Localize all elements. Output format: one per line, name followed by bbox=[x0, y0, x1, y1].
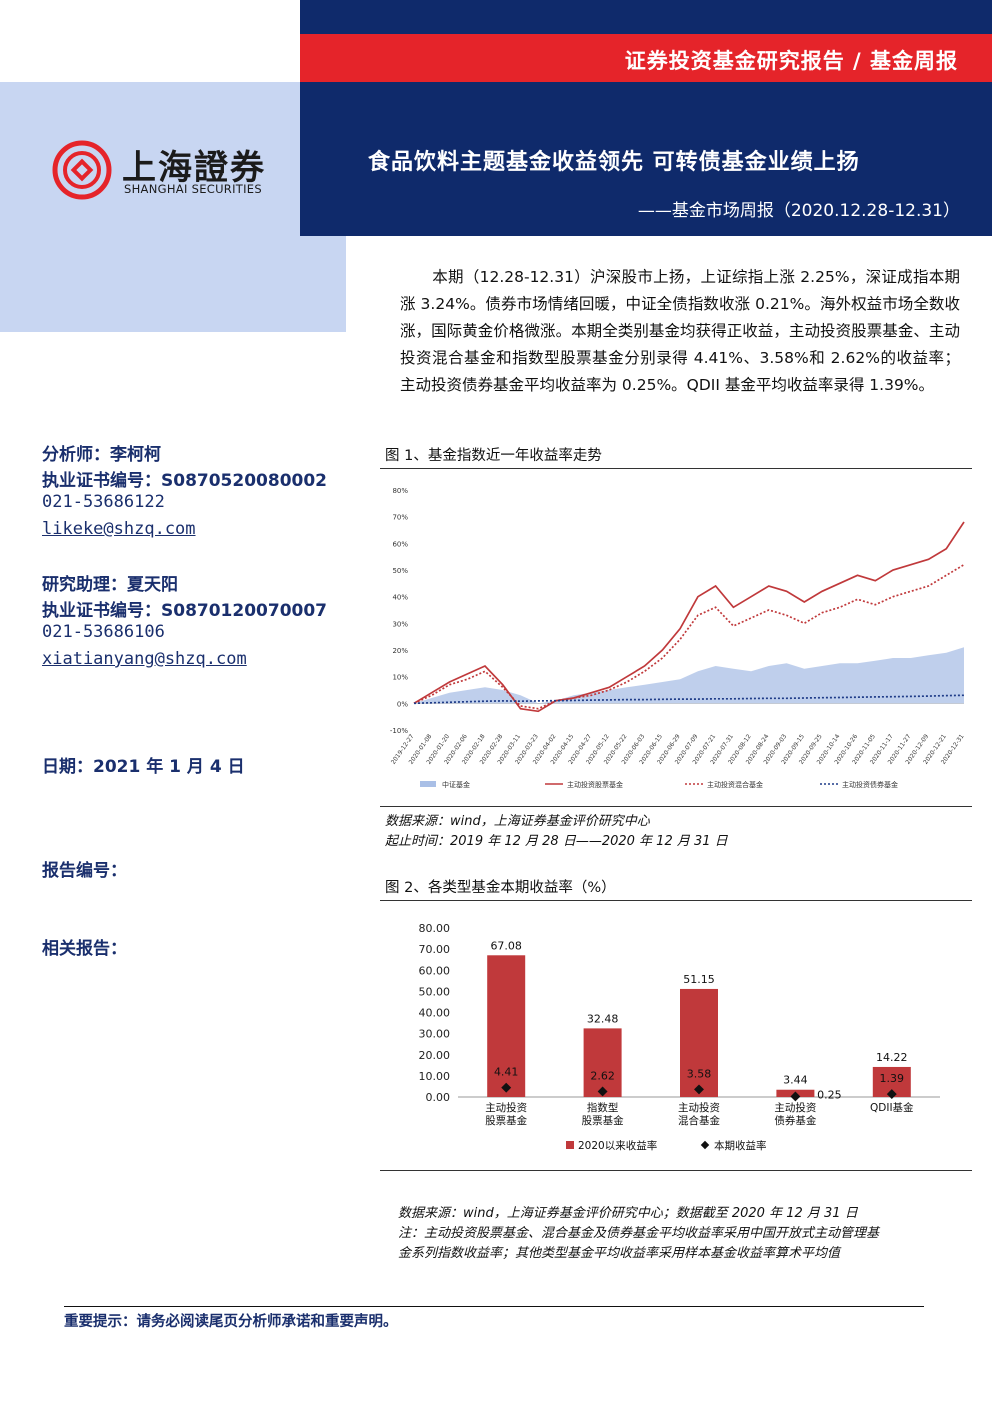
figure2-caption: 图 2、各类型基金本期收益率（%） bbox=[385, 880, 616, 896]
side-accent-panel bbox=[0, 236, 346, 332]
legend-label: 2020以来收益率 bbox=[578, 1139, 657, 1152]
figure1-source: 数据来源：wind，上海证券基金评价研究中心 bbox=[385, 814, 650, 829]
legend-swatch bbox=[700, 1140, 710, 1150]
legend-swatch bbox=[420, 781, 436, 787]
report-number: 报告编号： bbox=[42, 861, 127, 881]
y-tick-label: 80% bbox=[392, 487, 408, 495]
y-tick-label: 60% bbox=[392, 540, 408, 548]
y-tick-label: 0.00 bbox=[426, 1091, 451, 1104]
legend-label: 主动投资混合基金 bbox=[707, 780, 763, 789]
y-tick-label: 40% bbox=[392, 594, 408, 602]
period-return-marker bbox=[694, 1084, 704, 1095]
legend-label: 中证基金 bbox=[442, 780, 470, 789]
marker-value-label: 0.25 bbox=[817, 1088, 842, 1101]
logo-text-cn: 上海證券 bbox=[122, 148, 266, 188]
y-tick-label: 30% bbox=[392, 620, 408, 628]
y-tick-label: 0% bbox=[397, 700, 408, 708]
figure1-top-rule bbox=[380, 468, 972, 469]
figure1-line-chart: -10%0%10%20%30%40%50%60%70%80%2019-12-27… bbox=[390, 487, 966, 789]
bar-value-label: 67.08 bbox=[490, 939, 522, 952]
marker-value-label: 1.39 bbox=[880, 1072, 905, 1085]
category-label: 股票基金 bbox=[485, 1114, 527, 1127]
report-subtitle: ——基金市场周报（2020.12.28-12.31） bbox=[637, 201, 960, 221]
assistant-phone: 021-53686106 bbox=[42, 622, 165, 642]
bar-value-label: 51.15 bbox=[683, 973, 715, 986]
logo-icon bbox=[52, 140, 112, 200]
series-area-0 bbox=[414, 647, 964, 704]
category-label: 指数型 bbox=[587, 1101, 619, 1114]
category-label: 主动投资 bbox=[774, 1101, 816, 1114]
footer-rule bbox=[64, 1306, 924, 1307]
y-tick-label: 60.00 bbox=[419, 964, 451, 977]
marker-value-label: 3.58 bbox=[687, 1067, 712, 1080]
header-title-bar bbox=[300, 82, 992, 236]
y-tick-label: 50.00 bbox=[419, 985, 451, 998]
figure2-source: 数据来源：wind，上海证券基金评价研究中心；数据截至 2020 年 12 月 … bbox=[398, 1206, 858, 1221]
report-title: 食品饮料主题基金收益领先 可转债基金业绩上扬 bbox=[368, 150, 860, 175]
figure2-bar-chart: 0.00 10.00 20.00 30.00 40.00 50.00 60.00 70.00 8… bbox=[419, 922, 940, 1152]
bar-value-label: 3.44 bbox=[783, 1074, 808, 1087]
marker-value-label: 2.62 bbox=[590, 1069, 615, 1082]
legend-label: 本期收益率 bbox=[714, 1139, 767, 1152]
bar-value-label: 14.22 bbox=[876, 1051, 908, 1064]
assistant-name: 研究助理：夏天阳 bbox=[42, 575, 178, 595]
y-tick-label: 20% bbox=[392, 647, 408, 655]
marker-value-label: 4.41 bbox=[494, 1066, 519, 1079]
y-tick-label: 50% bbox=[392, 567, 408, 575]
analyst-phone: 021-53686122 bbox=[42, 492, 165, 512]
related-reports: 相关报告： bbox=[42, 939, 127, 959]
assistant-email-link[interactable]: xiatianyang@shzq.com bbox=[42, 649, 247, 669]
analyst-email-link[interactable]: likeke@shzq.com bbox=[42, 519, 196, 539]
category-label: 主动投资 bbox=[678, 1101, 720, 1114]
y-tick-label: -10% bbox=[390, 727, 408, 735]
company-logo: 上海證券 SHANGHAI SECURITIES bbox=[48, 138, 288, 202]
y-tick-label: 70% bbox=[392, 514, 408, 522]
category-label: 主动投资 bbox=[485, 1101, 527, 1114]
report-category: 证券投资基金研究报告 / 基金周报 bbox=[624, 49, 958, 73]
figure1-caption: 图 1、基金指数近一年收益率走势 bbox=[385, 448, 602, 464]
bar-value-label: 32.48 bbox=[587, 1012, 619, 1025]
y-tick-label: 70.00 bbox=[419, 943, 451, 956]
period-return-marker bbox=[886, 1089, 897, 1100]
y-tick-label: 80.00 bbox=[419, 922, 451, 935]
figure2-note-line2: 金系列指数收益率；其他类型基金平均收益率采用样本基金收益率算术平均值 bbox=[398, 1246, 841, 1261]
y-tick-label: 10.00 bbox=[419, 1070, 451, 1083]
y-tick-label: 20.00 bbox=[419, 1049, 451, 1062]
analyst-cert: 执业证书编号：S0870520080002 bbox=[42, 471, 328, 491]
legend-label: 主动投资债券基金 bbox=[842, 780, 898, 789]
legend-swatch bbox=[566, 1141, 574, 1149]
series-line-2 bbox=[413, 563, 965, 710]
logo-text-en: SHANGHAI SECURITIES bbox=[124, 182, 262, 196]
category-label: 债券基金 bbox=[774, 1114, 816, 1127]
legend-label: 主动投资股票基金 bbox=[567, 780, 623, 789]
category-label: 混合基金 bbox=[678, 1114, 720, 1127]
figure2-top-rule bbox=[380, 900, 972, 901]
header-category-bar bbox=[300, 34, 992, 82]
series-line-1 bbox=[413, 521, 965, 713]
footer-disclaimer: 重要提示：请务必阅读尾页分析师承诺和重要声明。 bbox=[64, 1314, 398, 1330]
header-logo-panel bbox=[0, 82, 300, 236]
assistant-cert: 执业证书编号：S0870120070007 bbox=[42, 601, 328, 621]
bar bbox=[583, 1028, 622, 1097]
summary-paragraph: 本期（12.28-12.31）沪深股市上扬，上证综指上涨 2.25%，深证成指本… bbox=[400, 264, 960, 399]
period-return-marker bbox=[501, 1082, 512, 1093]
y-tick-label: 10% bbox=[392, 674, 408, 682]
header-top-bar bbox=[300, 0, 992, 34]
bar bbox=[680, 988, 718, 1097]
summary-text: 本期（12.28-12.31）沪深股市上扬，上证综指上涨 2.25%，深证成指本… bbox=[400, 268, 960, 394]
figure1-period: 起止时间：2019 年 12 月 28 日——2020 年 12 月 31 日 bbox=[385, 834, 728, 849]
figure2-bottom-rule bbox=[380, 1170, 972, 1171]
y-tick-label: 30.00 bbox=[419, 1028, 451, 1041]
figure2-note-line1: 注：主动投资股票基金、混合基金及债券基金平均收益率采用中国开放式主动管理基 bbox=[398, 1226, 880, 1241]
y-tick-label: 40.00 bbox=[419, 1007, 451, 1020]
category-label: QDII基金 bbox=[870, 1101, 914, 1114]
bar bbox=[487, 955, 526, 1097]
report-date: 日期：2021 年 1 月 4 日 bbox=[42, 757, 245, 777]
figure1-bottom-rule bbox=[380, 806, 972, 807]
category-label: 股票基金 bbox=[582, 1114, 624, 1127]
analyst-name: 分析师：李柯柯 bbox=[42, 445, 161, 465]
